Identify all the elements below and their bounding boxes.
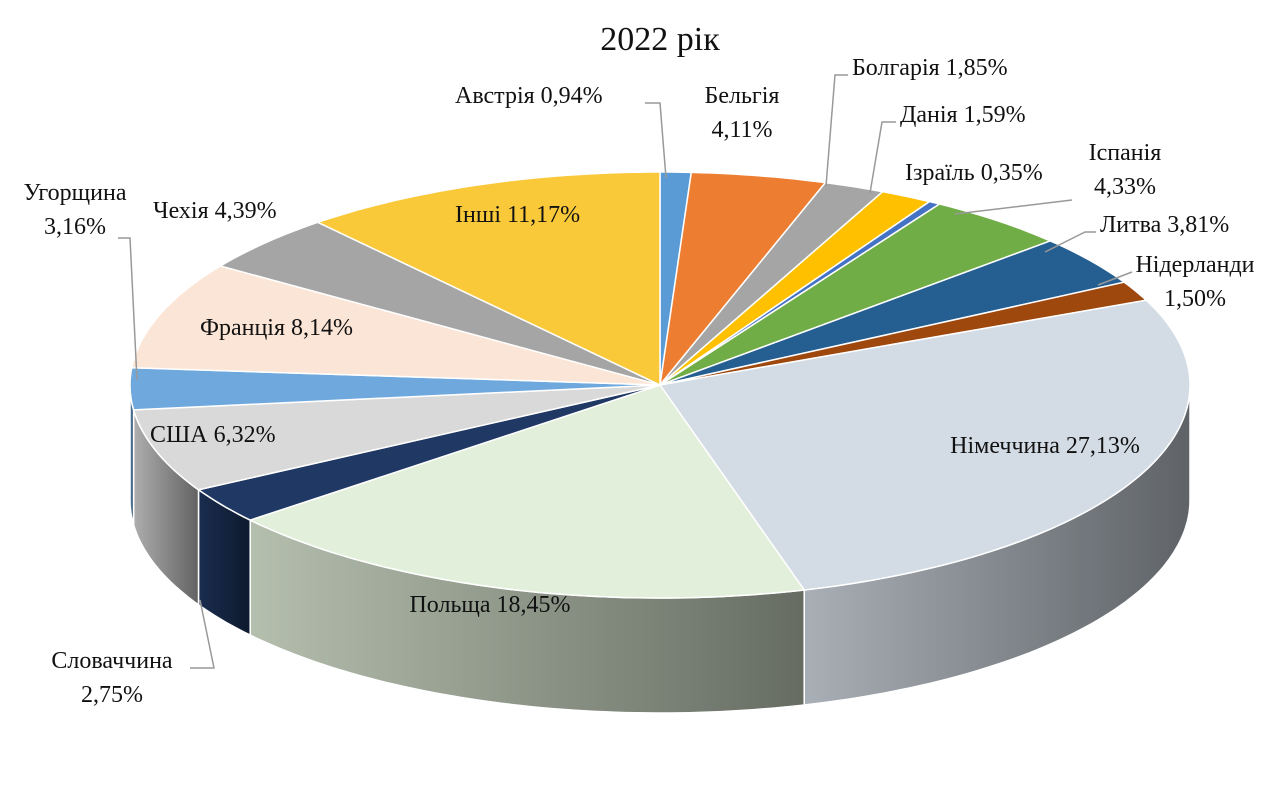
slice-label: Чехія 4,39% (153, 198, 277, 224)
slice (248, 384, 806, 599)
slice-value: 1,85% (946, 55, 1008, 81)
slice-value: 6,32% (214, 422, 276, 448)
slice-label: Польща 18,45% (409, 592, 570, 618)
slice-value: 0,94% (541, 83, 603, 109)
leader-line (869, 121, 896, 194)
slice-value: 27,13% (1066, 433, 1140, 459)
chart-title: 2022 рік (600, 21, 720, 58)
slice-name: Іспанія (1089, 140, 1162, 166)
pie-tops (129, 171, 1191, 599)
slice-name: Австрія (455, 83, 535, 109)
slice-value: 18,45% (497, 592, 571, 618)
leader-line (645, 102, 667, 179)
slice-label: Іспанія 4,33% (1089, 140, 1162, 200)
slice-value: 4,33% (1094, 174, 1156, 200)
slice-name: Бельгія (705, 83, 780, 109)
slice-value: 1,59% (964, 102, 1026, 128)
slice (196, 384, 661, 521)
leader-line (1097, 271, 1133, 286)
slice-value: 2,75% (81, 682, 143, 708)
leader-line (825, 74, 848, 187)
slice-label: Франція 8,14% (200, 315, 353, 341)
slice (132, 384, 661, 491)
slice-label: Інші 11,17% (455, 202, 580, 228)
slice-name: Ізраїль (905, 160, 975, 186)
slice (129, 366, 661, 411)
labels: Австрія 0,94% Бельгія 4,11% Болгарія 1,85% Д… (24, 55, 1255, 708)
slice-name: Литва (1100, 212, 1162, 238)
slice-label: Австрія 0,94% (455, 83, 603, 109)
slice (659, 181, 885, 386)
slice-label: Ізраїль 0,35% (905, 160, 1043, 186)
leader-line (954, 199, 1073, 215)
slice (658, 299, 1191, 591)
slice-value: 4,11% (711, 117, 772, 143)
slice-name: Польща (409, 592, 490, 618)
slice-label: Данія 1,59% (900, 102, 1026, 128)
slice-name: Угорщина (24, 180, 127, 206)
slice (315, 171, 661, 387)
leader-line (1044, 231, 1096, 253)
slice (658, 171, 827, 388)
slice (659, 203, 1053, 386)
slice-name: Болгарія (852, 55, 940, 81)
slice (218, 221, 661, 386)
slice-value: 4,39% (215, 198, 277, 224)
slice-name: Німеччина (950, 433, 1060, 459)
slice-label: США 6,32% (150, 422, 276, 448)
leader-line (190, 599, 215, 669)
slice-value: 1,50% (1164, 286, 1226, 312)
slice-label: Нідерланди 1,50% (1135, 252, 1254, 312)
slice-label: Словаччина 2,75% (51, 648, 173, 708)
slice-value: 0,35% (981, 160, 1043, 186)
slice-name: Інші (455, 202, 501, 228)
slice-value: 11,17% (507, 202, 580, 228)
slice-name: Данія (900, 102, 958, 128)
slice-value: 3,16% (44, 214, 106, 240)
slice-name: Франція (200, 315, 285, 341)
slice-name: Словаччина (51, 648, 173, 674)
slice-name: Чехія (153, 198, 209, 224)
slice-value: 3,81% (1167, 212, 1229, 238)
slice-label: Литва 3,81% (1100, 212, 1229, 238)
slice-name: Нідерланди (1135, 252, 1254, 278)
slice-label: Німеччина 27,13% (950, 433, 1140, 459)
slice-label: Бельгія 4,11% (705, 83, 780, 143)
slice (659, 190, 932, 386)
slice-label: Угорщина 3,16% (24, 180, 127, 240)
slice-value: 8,14% (291, 315, 353, 341)
leader-line (118, 237, 138, 381)
slice-label: Болгарія 1,85% (852, 55, 1008, 81)
slice-name: США (150, 422, 208, 448)
